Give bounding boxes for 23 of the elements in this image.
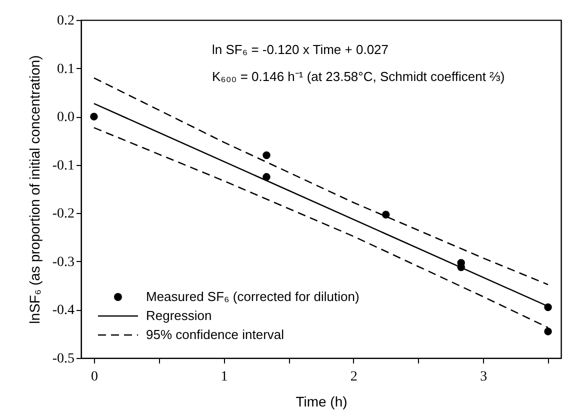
y-tick-label: -0.3 xyxy=(52,254,74,270)
x-axis-title: Time (h) xyxy=(296,394,348,410)
annotation: ln SF₆ = -0.120 x Time + 0.027 xyxy=(212,41,390,59)
point xyxy=(90,112,98,120)
legend-label: 95% confidence interval xyxy=(146,326,284,344)
y-tick-label: -0.5 xyxy=(52,352,74,366)
x-tick-label: 1 xyxy=(220,370,228,384)
y-tick-label: 0.2 xyxy=(57,14,74,28)
y-tick-label: -0.2 xyxy=(52,206,74,222)
x-tick-label: 0 xyxy=(90,370,98,384)
point xyxy=(262,151,270,160)
y-axis-title: lnSF₆ (as proportion of initial concentration) xyxy=(26,55,42,324)
y-tick-label: -0.4 xyxy=(52,303,74,318)
x-tick-label: 2 xyxy=(350,370,358,384)
y-tick-label: -0.1 xyxy=(52,158,74,174)
annotation: K₆₀₀ = 0.146 h⁻¹ (at 23.58°C, Schmidt coefficent ⅔) xyxy=(212,68,505,86)
point xyxy=(544,328,552,336)
legend-label: Measured SF₆ (corrected for dilution) xyxy=(146,288,360,306)
y-tick-label: 0.0 xyxy=(57,110,74,126)
legend-label: Regression xyxy=(146,307,212,325)
x-tick-label: 3 xyxy=(480,370,488,384)
point xyxy=(382,210,390,218)
y-tick-label: 0.1 xyxy=(57,62,74,77)
